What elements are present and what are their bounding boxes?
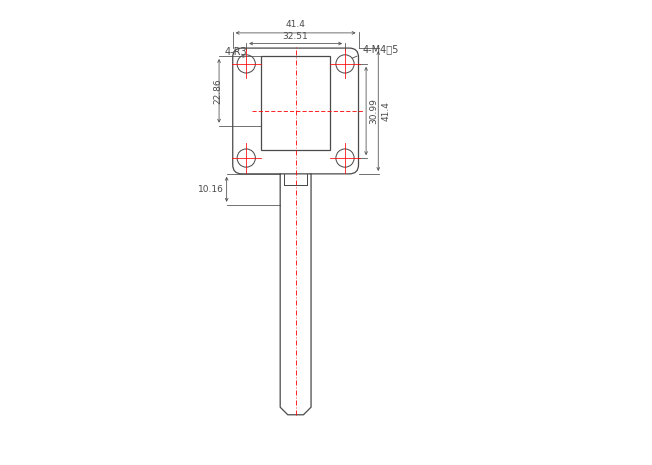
Text: 4-M4深5: 4-M4深5 [352, 44, 399, 58]
Text: 4-R3: 4-R3 [224, 47, 247, 57]
Bar [261, 56, 331, 150]
Text: 32.51: 32.51 [283, 32, 308, 41]
Text: 41.4: 41.4 [286, 20, 306, 29]
Text: 22.86: 22.86 [214, 78, 223, 104]
Text: 10.16: 10.16 [198, 185, 224, 194]
Text: 41.4: 41.4 [382, 101, 391, 121]
Text: 30.99: 30.99 [370, 98, 379, 124]
